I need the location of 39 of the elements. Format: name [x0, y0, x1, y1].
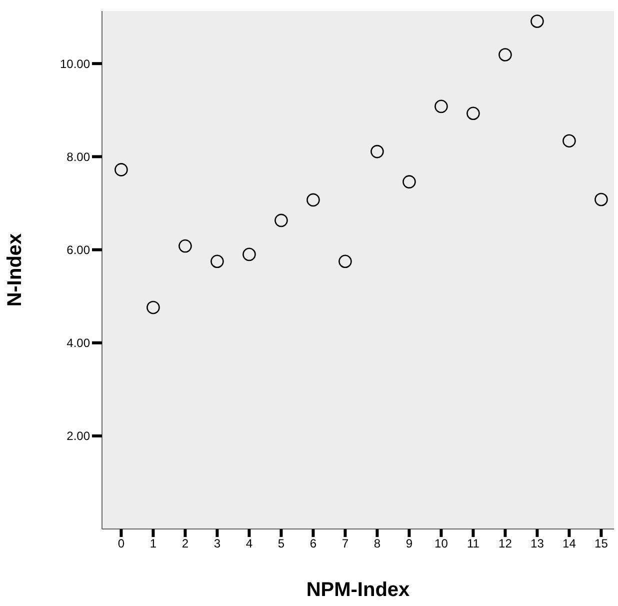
x-tick-label: 8 [374, 536, 381, 551]
point [338, 254, 352, 268]
y-tick-label: 2.00 [66, 429, 90, 444]
x-tick-label: 4 [246, 536, 253, 551]
x-tick-label: 6 [310, 536, 317, 551]
y-axis-title: N-Index [4, 233, 26, 307]
point [370, 144, 384, 158]
x-tick-label: 2 [182, 536, 189, 551]
x-tick-label: 13 [530, 536, 544, 551]
x-tick-label: 10 [434, 536, 448, 551]
y-tick-label: 8.00 [66, 150, 90, 164]
x-tick-label: 1 [150, 536, 157, 551]
y-tick-label: 4.00 [66, 336, 90, 350]
point [242, 248, 256, 262]
x-tick-label: 0 [118, 536, 125, 551]
x-tick-label: 15 [594, 536, 608, 551]
point [402, 175, 416, 188]
point [210, 254, 224, 268]
point [594, 192, 608, 206]
x-tick-label: 9 [406, 536, 413, 551]
point [178, 239, 192, 253]
point [434, 100, 448, 114]
x-tick-label: 12 [498, 536, 512, 551]
y-tick-label: 10.00 [60, 56, 90, 71]
point [530, 14, 544, 28]
x-tick-label: 3 [214, 536, 221, 551]
point [498, 48, 512, 62]
point [274, 214, 288, 228]
point [306, 193, 320, 207]
y-tick-label: 6.00 [66, 243, 90, 258]
point [146, 300, 160, 314]
x-tick-label: 14 [562, 536, 576, 551]
point [114, 163, 128, 176]
x-axis-title: NPM-Index [306, 579, 410, 601]
x-tick-label: 7 [342, 536, 349, 551]
point [562, 134, 576, 148]
point [466, 106, 480, 120]
x-tick-label: 5 [278, 536, 285, 551]
x-tick-label: 11 [466, 536, 480, 551]
